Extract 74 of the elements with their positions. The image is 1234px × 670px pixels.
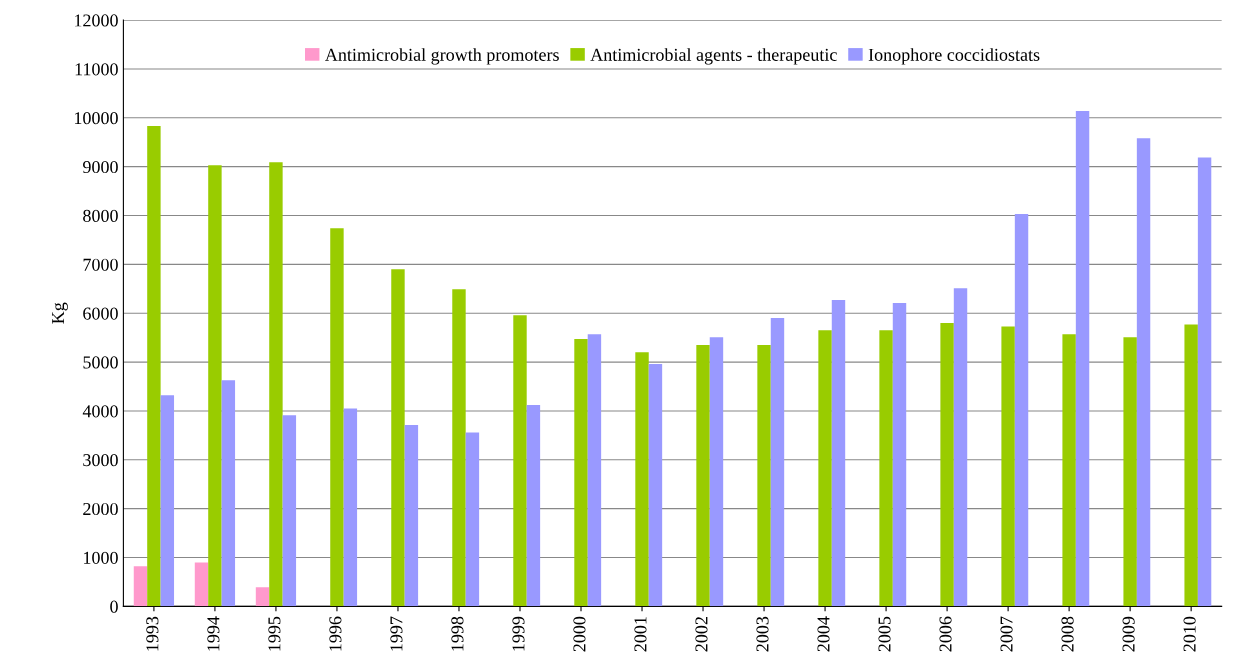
x-tick-label: 2001 — [634, 617, 647, 652]
y-tick-label: 10000 — [74, 112, 118, 125]
bar — [391, 269, 405, 607]
x-tick-label: 2010 — [1183, 616, 1196, 652]
x-tick-label: 1993 — [146, 616, 159, 651]
bar — [709, 337, 724, 607]
x-tick-label: 2003 — [756, 616, 769, 652]
y-tick-label: 0 — [110, 600, 118, 613]
y-tick-label: 9000 — [83, 160, 118, 174]
y-axis-title: Kg — [52, 302, 68, 324]
bar — [1075, 110, 1090, 607]
x-tick-label: 2005 — [878, 616, 891, 652]
y-tick-label: 12000 — [74, 14, 118, 27]
bar — [255, 587, 270, 607]
x-tick-label: 2009 — [1122, 616, 1135, 652]
bar — [513, 315, 527, 607]
x-tick-label: 2008 — [1061, 616, 1074, 652]
x-tick-label: 1994 — [207, 616, 220, 651]
bar — [147, 126, 161, 607]
y-tick-label: 7000 — [83, 258, 118, 271]
bar — [892, 302, 907, 607]
bar — [696, 344, 710, 607]
y-tick-label: 6000 — [83, 307, 118, 320]
y-tick-label: 1000 — [84, 551, 118, 564]
bar — [879, 330, 893, 607]
bar — [574, 339, 588, 607]
bar — [940, 323, 954, 607]
bar — [831, 300, 846, 607]
bar — [160, 395, 175, 607]
bar — [343, 408, 358, 607]
bar — [635, 352, 649, 607]
bar — [133, 566, 148, 607]
bar — [1123, 337, 1137, 607]
x-tick-label: 2007 — [1000, 616, 1013, 652]
bar — [404, 425, 419, 607]
bar — [221, 380, 236, 607]
y-tick-label: 4000 — [82, 405, 118, 418]
bar — [330, 228, 344, 607]
bar — [1062, 334, 1076, 607]
bar — [1136, 138, 1151, 607]
bar — [587, 334, 602, 607]
x-tick-label: 2000 — [573, 616, 586, 652]
bar — [648, 364, 663, 607]
x-tick-label: 1997 — [390, 616, 403, 651]
bar — [269, 162, 283, 607]
x-tick-label: 1998 — [451, 616, 464, 651]
bar — [1014, 214, 1029, 607]
bar — [953, 288, 968, 607]
bar — [1001, 326, 1015, 607]
bar — [757, 344, 771, 607]
x-tick-label: 1999 — [512, 616, 525, 651]
bar — [208, 165, 222, 607]
bar — [770, 318, 785, 607]
bar — [194, 562, 209, 607]
y-tick-label: 11000 — [75, 63, 118, 76]
legend-label: Antimicrobial growth promoters — [325, 48, 559, 65]
legend-label: Ionophore coccidiostats — [868, 48, 1040, 65]
y-tick-label: 8000 — [83, 209, 118, 222]
x-tick-label: 2004 — [817, 616, 830, 652]
bar — [526, 405, 541, 607]
x-tick-label: 2002 — [695, 617, 708, 652]
y-tick-label: 2000 — [83, 502, 118, 516]
x-tick-label: 1996 — [329, 616, 342, 651]
y-tick-label: 3000 — [83, 454, 118, 467]
x-tick-label: 1995 — [268, 616, 281, 651]
bar — [465, 432, 480, 607]
bar — [1197, 157, 1212, 607]
bar — [452, 289, 466, 607]
bar — [818, 330, 832, 607]
y-tick-label: 5000 — [83, 356, 118, 369]
bar — [282, 415, 297, 607]
bar — [1184, 324, 1198, 607]
legend-label: Antimicrobial agents - therapeutic — [590, 48, 837, 65]
x-tick-label: 2006 — [939, 616, 952, 652]
